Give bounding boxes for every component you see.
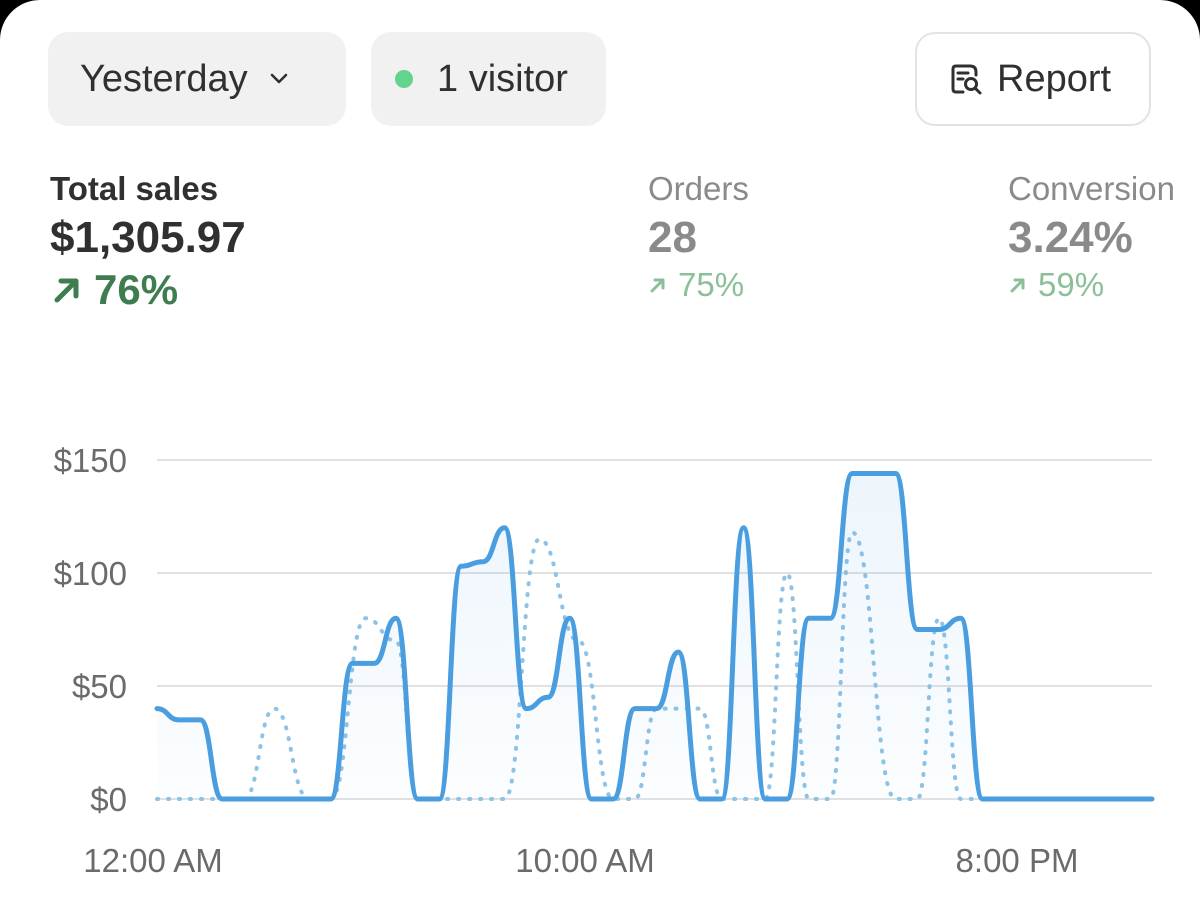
report-button[interactable]: Report [915,32,1151,126]
arrow-up-right-icon [54,278,79,303]
date-range-label: Yesterday [80,57,248,100]
arrow-up-right-icon [650,278,665,293]
metric-conversion[interactable]: Conversion 3.24% 59% [1008,170,1175,304]
orders-change: 75% [648,266,749,304]
live-indicator-dot [395,70,413,88]
conversion-change: 59% [1008,266,1175,304]
x-tick-label: 12:00 AM [83,842,222,879]
metric-total-sales[interactable]: Total sales $1,305.97 76% [50,170,246,314]
date-range-dropdown[interactable]: Yesterday [48,32,346,126]
orders-value: 28 [648,213,697,262]
visitors-label: 1 visitor [437,57,568,100]
total-sales-value: $1,305.97 [50,213,246,262]
orders-label: Orders [648,170,749,207]
y-tick-label: $100 [54,555,127,592]
total-sales-change: 76% [50,266,246,314]
y-tick-label: $50 [72,668,127,705]
conversion-value: 3.24% [1008,213,1133,262]
live-visitors-button[interactable]: 1 visitor [371,32,606,126]
conversion-change-value: 59% [1038,266,1105,303]
sales-chart[interactable]: $0 $50 $100 $150 12:00 AM 10:00 AM 8:00 PM [0,380,1200,916]
orders-change-value: 75% [678,266,745,303]
report-search-icon [947,60,985,98]
total-sales-label: Total sales [50,170,219,207]
x-tick-label: 10:00 AM [515,842,654,879]
chevron-down-icon [266,66,292,92]
total-sales-change-value: 76% [94,266,179,313]
y-tick-label: $150 [54,442,127,479]
metric-orders[interactable]: Orders 28 75% [648,170,749,304]
report-label: Report [997,57,1112,100]
series-area-fill [157,473,1152,799]
current-series-line [154,471,1155,802]
arrow-up-right-icon [1010,278,1025,293]
conversion-label: Conversion [1008,170,1175,207]
x-tick-label: 8:00 PM [956,842,1079,879]
y-tick-label: $0 [90,781,127,818]
